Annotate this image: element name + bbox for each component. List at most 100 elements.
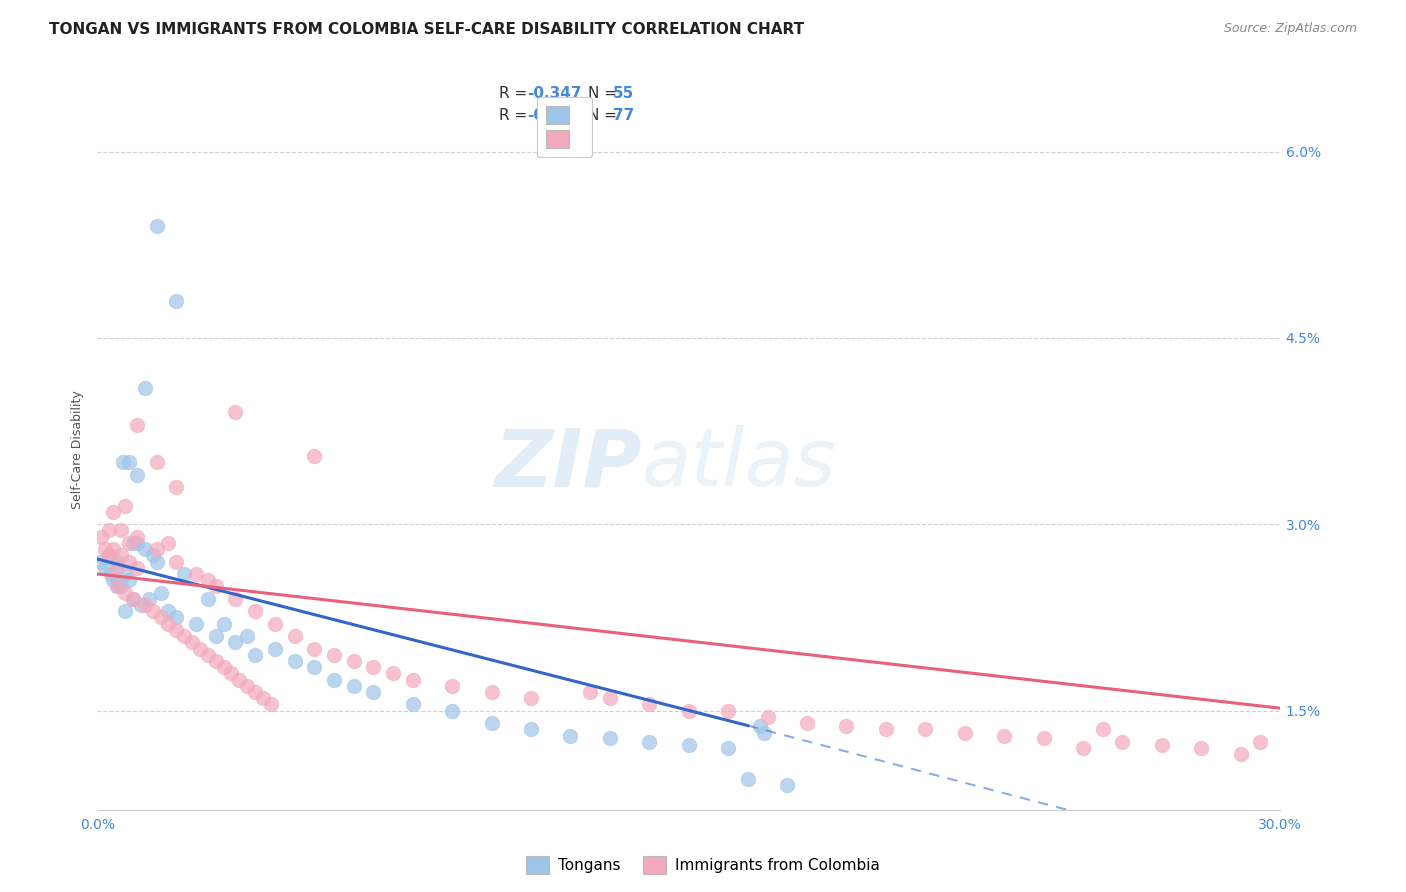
Point <box>197 573 219 587</box>
Point <box>103 573 125 587</box>
Point <box>98 524 121 538</box>
Point <box>402 673 425 687</box>
Point <box>197 591 219 606</box>
Point <box>1111 735 1133 749</box>
Point <box>221 666 243 681</box>
Point <box>263 616 285 631</box>
Point <box>304 449 326 463</box>
Point <box>122 591 145 606</box>
Point <box>173 629 195 643</box>
Point <box>149 610 172 624</box>
Point <box>776 778 799 792</box>
Point <box>343 654 366 668</box>
Point <box>94 542 117 557</box>
Point <box>204 629 226 643</box>
Point <box>323 648 346 662</box>
Point <box>165 623 187 637</box>
Point <box>1150 739 1173 753</box>
Point <box>134 598 156 612</box>
Point <box>224 591 246 606</box>
Point <box>1032 731 1054 745</box>
Y-axis label: Self-Care Disability: Self-Care Disability <box>72 391 84 509</box>
Point <box>678 704 700 718</box>
Point <box>579 685 602 699</box>
Point <box>204 654 226 668</box>
Point <box>165 293 187 308</box>
Text: R =: R = <box>499 87 533 101</box>
Point <box>165 610 187 624</box>
Point <box>114 566 136 581</box>
Point <box>236 629 259 643</box>
Point <box>363 660 385 674</box>
Point <box>157 616 180 631</box>
Point <box>914 723 936 737</box>
Point <box>125 561 148 575</box>
Point <box>145 219 167 233</box>
Point <box>224 635 246 649</box>
Point <box>243 648 266 662</box>
Point <box>520 723 543 737</box>
Point <box>110 549 132 563</box>
Point <box>118 555 141 569</box>
Point <box>243 685 266 699</box>
Point <box>105 561 128 575</box>
Point <box>1249 735 1271 749</box>
Point <box>157 604 180 618</box>
Point <box>953 726 976 740</box>
Point <box>138 591 160 606</box>
Point <box>118 455 141 469</box>
Point <box>145 555 167 569</box>
Point <box>197 648 219 662</box>
Point <box>382 666 405 681</box>
Point <box>188 641 211 656</box>
Point <box>481 685 503 699</box>
Point <box>157 536 180 550</box>
Point <box>748 718 770 732</box>
Point <box>263 641 285 656</box>
Point <box>184 616 207 631</box>
Point <box>752 726 775 740</box>
Point <box>90 555 112 569</box>
Point <box>212 660 235 674</box>
Point <box>145 542 167 557</box>
Point <box>560 729 582 743</box>
Point <box>678 739 700 753</box>
Point <box>129 598 152 612</box>
Point <box>165 480 187 494</box>
Point <box>304 641 326 656</box>
Point <box>1091 723 1114 737</box>
Point <box>103 542 125 557</box>
Point <box>228 673 250 687</box>
Point <box>94 561 117 575</box>
Point <box>323 673 346 687</box>
Legend: Tongans, Immigrants from Colombia: Tongans, Immigrants from Colombia <box>520 850 886 880</box>
Point <box>638 735 661 749</box>
Point <box>283 629 305 643</box>
Text: -0.322: -0.322 <box>527 109 582 123</box>
Point <box>125 417 148 432</box>
Point <box>118 573 141 587</box>
Point <box>110 524 132 538</box>
Text: TONGAN VS IMMIGRANTS FROM COLOMBIA SELF-CARE DISABILITY CORRELATION CHART: TONGAN VS IMMIGRANTS FROM COLOMBIA SELF-… <box>49 22 804 37</box>
Point <box>112 455 135 469</box>
Point <box>993 729 1015 743</box>
Point <box>125 467 148 482</box>
Point <box>343 679 366 693</box>
Point <box>599 731 621 745</box>
Point <box>134 542 156 557</box>
Text: 77: 77 <box>613 109 634 123</box>
Point <box>173 566 195 581</box>
Point <box>481 716 503 731</box>
Point <box>181 635 204 649</box>
Point <box>105 579 128 593</box>
Text: N =: N = <box>588 109 621 123</box>
Point <box>717 740 740 755</box>
Point <box>243 604 266 618</box>
Point <box>756 710 779 724</box>
Point <box>363 685 385 699</box>
Point <box>118 536 141 550</box>
Point <box>134 381 156 395</box>
Point <box>90 530 112 544</box>
Point <box>98 549 121 563</box>
Point <box>105 579 128 593</box>
